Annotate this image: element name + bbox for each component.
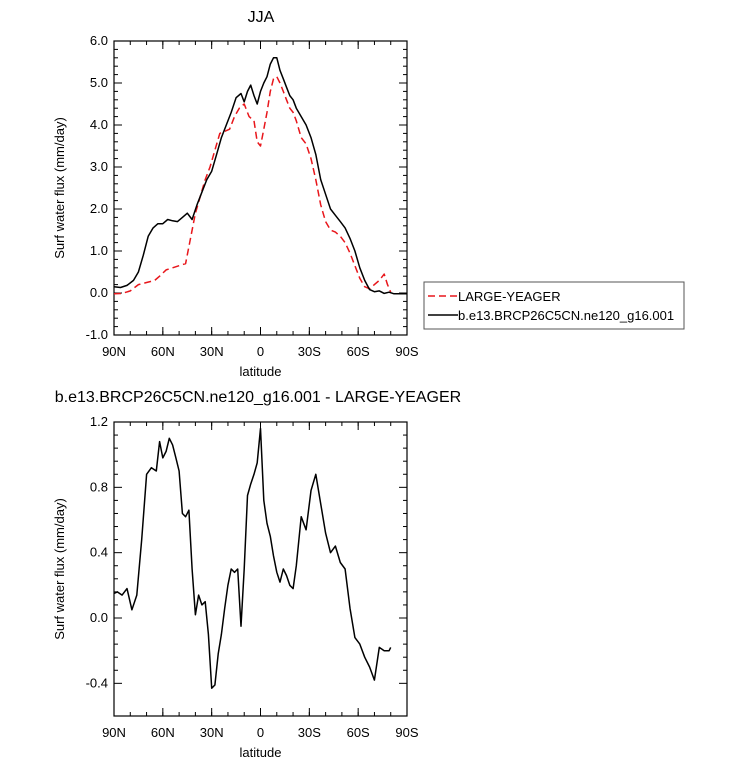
series-line-0 xyxy=(114,427,392,689)
x-tick-label: 60N xyxy=(151,344,175,359)
y-axis-label: Surf water flux (mm/day) xyxy=(52,117,67,259)
legend-box xyxy=(423,281,685,330)
x-tick-label: 30S xyxy=(298,344,321,359)
plot-title: b.e13.BRCP26C5CN.ne120_g16.001 - LARGE-Y… xyxy=(55,389,461,406)
plot-title: JJA xyxy=(248,9,275,26)
y-tick-label: -1.0 xyxy=(86,327,108,342)
y-tick-label: 1.2 xyxy=(90,414,108,429)
x-tick-label: 90N xyxy=(102,725,126,740)
x-tick-label: 30N xyxy=(200,344,224,359)
y-tick-label: 1.0 xyxy=(90,243,108,258)
x-tick-label: 60N xyxy=(151,725,175,740)
y-axis-label: Surf water flux (mm/day) xyxy=(52,498,67,640)
legend: LARGE-YEAGER b.e13.BRCP26C5CN.ne120_g16.0… xyxy=(423,281,685,330)
y-tick-label: 0.8 xyxy=(90,479,108,494)
y-tick-label: 0.0 xyxy=(90,610,108,625)
x-tick-label: 30S xyxy=(298,725,321,740)
x-tick-label: 90S xyxy=(395,725,418,740)
series-line-1 xyxy=(114,57,407,295)
series-line-0 xyxy=(114,75,392,295)
x-axis-label: latitude xyxy=(240,364,282,379)
plot-frame xyxy=(113,40,408,336)
x-tick-label: 0 xyxy=(257,725,264,740)
x-tick-label: 60S xyxy=(347,344,370,359)
y-tick-label: -0.4 xyxy=(86,675,108,690)
legend-label-1: b.e13.BRCP26C5CN.ne120_g16.001 xyxy=(458,308,674,323)
plot-frame xyxy=(113,421,408,717)
y-tick-label: 4.0 xyxy=(90,117,108,132)
legend-label-0: LARGE-YEAGER xyxy=(458,289,561,304)
y-tick-label: 5.0 xyxy=(90,75,108,90)
plot-bottom: 90N 60N 30N 0 30S 60S 90S -0.4 0.0 0.4 0.8 1.2 b.e13… xyxy=(52,389,461,760)
x-tick-label: 30N xyxy=(200,725,224,740)
y-tick-label: 0.0 xyxy=(90,285,108,300)
x-axis-label: latitude xyxy=(240,745,282,760)
x-tick-label: 90N xyxy=(102,344,126,359)
x-tick-label: 90S xyxy=(395,344,418,359)
x-tick-label: 60S xyxy=(347,725,370,740)
y-tick-label: 0.4 xyxy=(90,545,108,560)
y-tick-label: 2.0 xyxy=(90,201,108,216)
plot-top: 90N 60N 30N 0 30S 60S 90S -1.0 0.0 1.0 2.0 3.0 4.0 5.… xyxy=(52,9,419,379)
y-tick-label: 6.0 xyxy=(90,33,108,48)
y-tick-label: 3.0 xyxy=(90,159,108,174)
x-tick-label: 0 xyxy=(257,344,264,359)
